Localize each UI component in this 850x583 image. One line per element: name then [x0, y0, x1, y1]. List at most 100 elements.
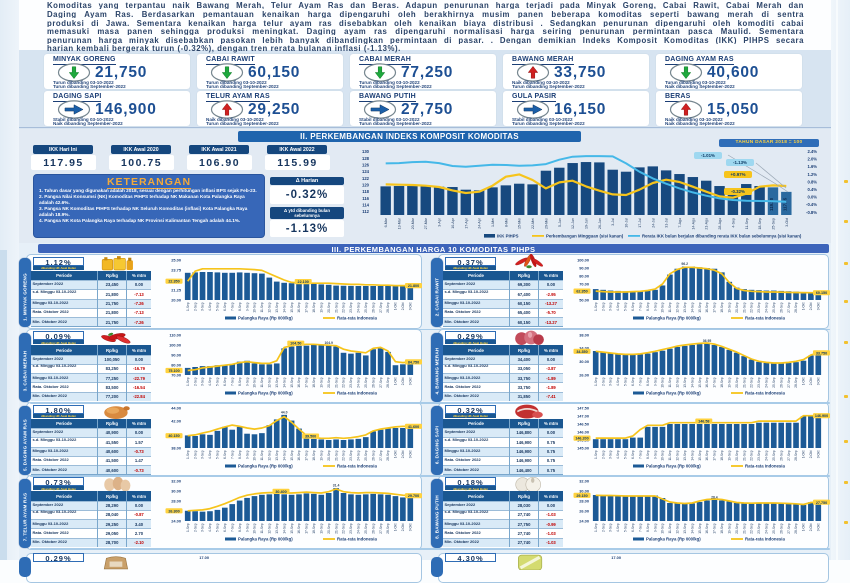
svg-text:13-Sep: 13-Sep	[275, 302, 279, 313]
svg-text:27-Sep: 27-Sep	[787, 450, 791, 461]
svg-text:-0.32%: -0.32%	[731, 189, 745, 194]
svg-text:13-Sep: 13-Sep	[275, 523, 279, 534]
svg-text:21.800: 21.800	[408, 284, 419, 288]
svg-text:4-Sep: 4-Sep	[616, 302, 620, 311]
svg-text:2-Sep: 2-Sep	[193, 450, 197, 459]
svg-text:80.00: 80.00	[171, 362, 181, 367]
svg-text:3-Sep: 3-Sep	[201, 377, 205, 386]
svg-text:1-Mei: 1-Mei	[491, 218, 495, 227]
svg-text:1-Okt: 1-Okt	[394, 450, 398, 458]
svg-text:116: 116	[362, 196, 369, 201]
svg-text:119.30: 119.30	[769, 197, 774, 211]
svg-text:15-Sep: 15-Sep	[290, 523, 294, 534]
svg-text:4-Sep: 4-Sep	[616, 377, 620, 386]
svg-text:30.00: 30.00	[171, 488, 181, 493]
svg-text:15-Sep: 15-Sep	[698, 302, 702, 313]
svg-text:14-Sep: 14-Sep	[690, 377, 694, 388]
svg-text:146.900: 146.900	[815, 414, 828, 418]
svg-text:10-Sep: 10-Sep	[661, 377, 665, 388]
svg-text:21-Sep: 21-Sep	[742, 523, 746, 534]
svg-text:28.00: 28.00	[171, 498, 181, 503]
svg-text:14-Sep: 14-Sep	[282, 450, 286, 461]
svg-text:1-Okt: 1-Okt	[394, 302, 398, 310]
svg-text:24-Sep: 24-Sep	[765, 377, 769, 388]
svg-text:22-Sep: 22-Sep	[342, 302, 346, 313]
svg-text:26-Sep: 26-Sep	[779, 523, 783, 534]
svg-text:27.750: 27.750	[816, 500, 827, 504]
svg-text:41.600: 41.600	[408, 425, 419, 429]
svg-text:10-Sep: 10-Sep	[253, 450, 257, 461]
svg-text:3-Sep: 3-Sep	[201, 523, 205, 532]
svg-text:34.00: 34.00	[579, 345, 589, 350]
svg-text:23.75: 23.75	[171, 267, 182, 272]
svg-text:24-Sep: 24-Sep	[357, 523, 361, 534]
svg-text:28-Sep: 28-Sep	[794, 377, 798, 388]
svg-text:13-Mar: 13-Mar	[398, 217, 402, 229]
svg-text:4-Sep: 4-Sep	[208, 302, 212, 311]
svg-text:19-Sep: 19-Sep	[728, 523, 732, 534]
svg-text:14-Sep: 14-Sep	[690, 302, 694, 313]
svg-text:22-Sep: 22-Sep	[750, 450, 754, 461]
svg-text:1-Okt: 1-Okt	[802, 450, 806, 458]
svg-text:2-Sep: 2-Sep	[601, 523, 605, 532]
svg-text:14-Sep: 14-Sep	[282, 302, 286, 313]
svg-text:145.00: 145.00	[577, 445, 589, 450]
svg-text:14-Agu: 14-Agu	[691, 218, 695, 230]
svg-text:8-Sep: 8-Sep	[646, 302, 650, 311]
svg-text:14-Sep: 14-Sep	[282, 523, 286, 534]
svg-text:18-Sep: 18-Sep	[312, 377, 316, 388]
svg-text:17-Sep: 17-Sep	[713, 377, 717, 388]
svg-text:118: 118	[362, 189, 369, 194]
svg-text:29-Mei: 29-Mei	[544, 218, 548, 229]
svg-text:28-Sep: 28-Sep	[794, 302, 798, 313]
svg-text:23-Sep: 23-Sep	[757, 450, 761, 461]
svg-text:3-Okt: 3-Okt	[409, 377, 413, 385]
svg-text:62.350: 62.350	[576, 290, 587, 294]
svg-text:60.150: 60.150	[816, 291, 827, 295]
svg-text:20-Sep: 20-Sep	[735, 377, 739, 388]
svg-text:23-Sep: 23-Sep	[349, 523, 353, 534]
svg-text:5-Sep: 5-Sep	[216, 302, 220, 311]
svg-text:39.500: 39.500	[305, 435, 316, 439]
svg-text:2-Okt: 2-Okt	[809, 377, 813, 385]
svg-text:17-Jul: 17-Jul	[638, 218, 642, 228]
svg-text:27-Sep: 27-Sep	[379, 377, 383, 388]
svg-text:25-Sep: 25-Sep	[772, 450, 776, 461]
svg-text:16-Sep: 16-Sep	[705, 302, 709, 313]
svg-text:5-Sep: 5-Sep	[216, 450, 220, 459]
svg-text:147.00: 147.00	[577, 413, 589, 418]
svg-text:20-Sep: 20-Sep	[327, 377, 331, 388]
svg-text:15-Sep: 15-Sep	[290, 450, 294, 461]
svg-text:1-Okt: 1-Okt	[394, 523, 398, 531]
svg-text:16-Sep: 16-Sep	[705, 523, 709, 534]
svg-text:24-Sep: 24-Sep	[357, 302, 361, 313]
svg-text:117.95: 117.95	[782, 197, 787, 211]
svg-text:22-Sep: 22-Sep	[750, 523, 754, 534]
svg-text:146.200: 146.200	[575, 437, 588, 441]
svg-text:2-Okt: 2-Okt	[401, 377, 405, 385]
svg-text:7-Sep: 7-Sep	[230, 377, 234, 386]
svg-text:13-Sep: 13-Sep	[683, 450, 687, 461]
svg-text:5-Sep: 5-Sep	[624, 450, 628, 459]
svg-text:28-Sep: 28-Sep	[386, 523, 390, 534]
svg-text:20-Sep: 20-Sep	[735, 450, 739, 461]
svg-text:6-Sep: 6-Sep	[631, 302, 635, 311]
svg-text:19-Jun: 19-Jun	[585, 218, 589, 229]
svg-text:22-Sep: 22-Sep	[342, 450, 346, 461]
svg-text:2-Okt: 2-Okt	[401, 450, 405, 458]
svg-text:25-Sep: 25-Sep	[772, 523, 776, 534]
svg-text:1-Okt: 1-Okt	[394, 377, 398, 385]
svg-text:5-Sep: 5-Sep	[216, 377, 220, 386]
svg-text:16-Sep: 16-Sep	[297, 377, 301, 388]
svg-text:26-Sep: 26-Sep	[371, 377, 375, 388]
svg-text:10-Sep: 10-Sep	[661, 450, 665, 461]
svg-text:2.4%: 2.4%	[807, 149, 817, 154]
svg-text:20-Sep: 20-Sep	[735, 302, 739, 313]
svg-text:Palangka Raya (Rp 000/kg): Palangka Raya (Rp 000/kg)	[646, 390, 701, 395]
svg-text:28-Sep: 28-Sep	[794, 523, 798, 534]
svg-text:28.00: 28.00	[579, 498, 589, 503]
svg-text:+0.97%: +0.97%	[730, 172, 745, 177]
svg-text:12-Sep: 12-Sep	[268, 302, 272, 313]
svg-text:1-Sep: 1-Sep	[186, 450, 190, 459]
svg-text:84.750: 84.750	[408, 360, 419, 364]
